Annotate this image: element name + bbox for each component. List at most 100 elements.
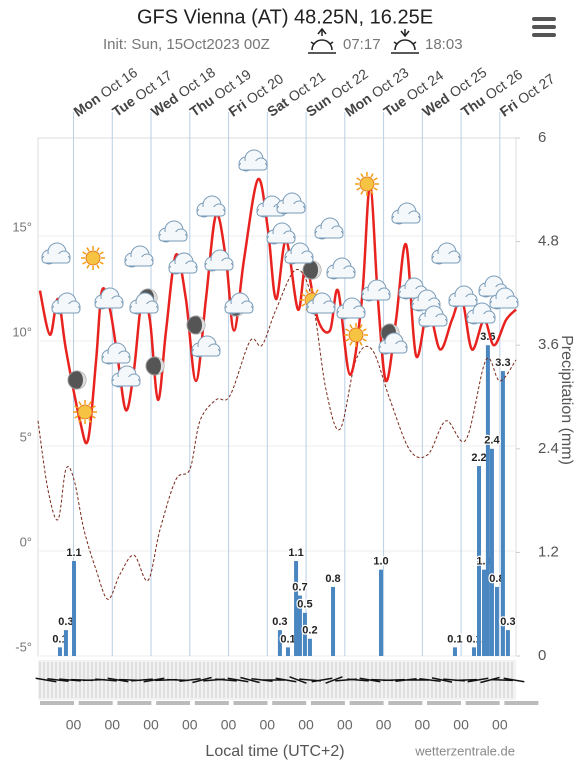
precip-bar	[285, 647, 290, 656]
precip-bar	[378, 569, 383, 656]
x-tick-label: 00	[66, 717, 82, 733]
cloud-icon	[41, 242, 71, 265]
cloud-icon	[411, 289, 441, 312]
x-tick-label: 00	[376, 717, 392, 733]
cloud-fill	[309, 304, 333, 312]
precip-bar	[294, 561, 299, 656]
precip-label: 2.4	[484, 435, 500, 447]
precip-label: 3.3	[495, 357, 510, 369]
cloud-fill	[269, 234, 293, 242]
y2-axis-label: Precipitation (mm)	[558, 335, 575, 465]
precip-label: 0.2	[302, 625, 317, 637]
y-tick-label: 15°	[12, 219, 32, 234]
wind-arrow	[251, 677, 273, 683]
wind-arrow	[179, 677, 201, 683]
precip-bar	[500, 371, 505, 656]
precip-label: 1.1	[66, 547, 81, 559]
sun-icon	[355, 172, 379, 196]
moon-icon	[302, 260, 322, 280]
x-tick-label: 00	[298, 717, 314, 733]
menu-button[interactable]	[532, 17, 556, 37]
sun-ray	[301, 303, 306, 307]
cloud-icon	[489, 287, 519, 310]
precip-label: 0.3	[272, 616, 287, 628]
cloud-fill	[227, 304, 251, 312]
moon-icon	[67, 370, 87, 390]
cloud-fill	[481, 287, 505, 295]
time-strip	[40, 701, 74, 705]
sun-ray	[99, 261, 104, 265]
wind-arrow	[455, 678, 477, 682]
wind-arrow	[192, 676, 212, 684]
precip-label: 0.3	[58, 616, 73, 628]
sun-ray	[349, 341, 353, 346]
wind-arrow	[503, 677, 525, 683]
sun-ray	[74, 415, 79, 419]
y2-tick-label: 3.6	[538, 336, 559, 353]
precip-label: 0.1	[280, 633, 295, 645]
wind-arrow	[467, 677, 489, 683]
cloud-icon	[204, 249, 234, 272]
cloud-fill	[287, 254, 311, 262]
precip-label: 0.8	[325, 573, 340, 585]
cloud-fill	[381, 344, 405, 352]
sun-ray	[88, 418, 92, 423]
cloud-fill	[44, 254, 68, 262]
cloud-icon	[306, 292, 336, 315]
wind-arrow	[35, 677, 57, 683]
x-tick-label: 00	[260, 717, 276, 733]
chart-title: GFS Vienna (AT) 48.25N, 16.25E	[137, 6, 433, 28]
cloud-icon	[129, 292, 159, 315]
sun-ray	[362, 328, 367, 332]
cloud-fill	[194, 347, 218, 355]
x-tick-label: 00	[143, 717, 159, 733]
cloud-fill	[414, 301, 438, 309]
cloud-fill	[104, 354, 128, 362]
sun-ray	[91, 415, 96, 419]
sun-ray	[96, 247, 100, 252]
precip-bar	[452, 647, 457, 656]
moon-light	[155, 357, 164, 375]
x-tick-label: 00	[492, 717, 508, 733]
cloud-icon	[51, 292, 81, 315]
sun-ray	[356, 187, 361, 191]
cloud-icon	[191, 335, 221, 358]
cloud-fill	[469, 314, 493, 322]
x-tick-label: 00	[104, 717, 120, 733]
sun-ray	[345, 328, 350, 332]
precip-bar	[485, 345, 490, 656]
cloud-fill	[199, 207, 223, 215]
cloud-fill	[329, 269, 353, 277]
sun-ray	[82, 261, 87, 265]
precip-bar	[302, 612, 307, 656]
cloud-icon	[124, 245, 154, 268]
cloud-fill	[241, 161, 265, 169]
chart-subtitle: Init: Sun, 15Oct2023 00Z	[103, 36, 270, 53]
sun-ray	[78, 418, 82, 423]
cloud-fill	[127, 257, 151, 265]
time-strip	[117, 701, 152, 705]
precip-label: 2.2	[471, 452, 486, 464]
cloud-fill	[401, 289, 425, 297]
precip-bar	[505, 630, 510, 656]
precip-label: 0.1	[447, 633, 462, 645]
moon-light	[196, 316, 205, 334]
precip-bar	[307, 638, 312, 656]
sun-icon	[73, 400, 97, 424]
time-strip	[427, 701, 461, 705]
wind-arrow	[311, 677, 333, 683]
y-tick-label: 10°	[12, 324, 32, 339]
sun-icon	[344, 323, 368, 347]
precip-bar	[57, 647, 62, 656]
cloud-icon	[361, 279, 391, 302]
cloud-icon	[284, 242, 314, 265]
moon-icon	[145, 356, 165, 376]
cloud-fill	[339, 309, 363, 317]
cloud-icon	[326, 257, 356, 280]
cloud-fill	[171, 264, 195, 272]
cloud-icon	[111, 365, 141, 388]
sunrise-time: 07:17	[343, 36, 381, 53]
sun-ray	[362, 338, 367, 342]
sun-ray	[349, 324, 353, 329]
precip-bar	[63, 630, 68, 656]
